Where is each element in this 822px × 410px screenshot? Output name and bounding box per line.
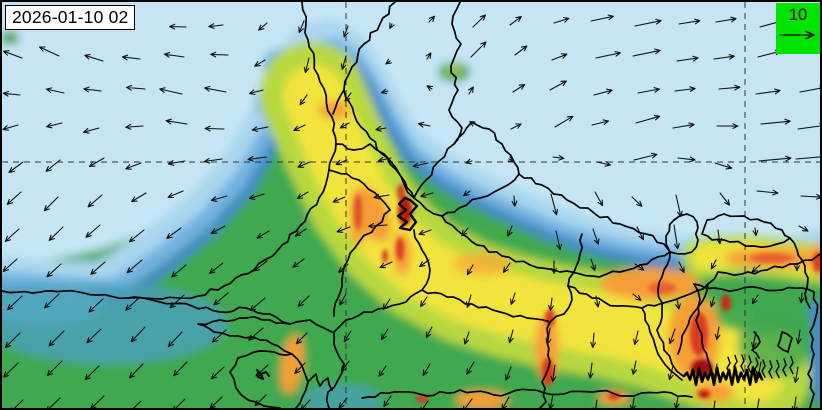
wind-legend: 10 (776, 3, 820, 54)
reference-arrow-icon (779, 30, 815, 40)
legend-value: 10 (788, 6, 808, 24)
timestamp-label: 2026-01-10 02 (5, 5, 136, 30)
hotspot-layer (354, 184, 820, 403)
wind-arrows-layer (2, 14, 820, 408)
